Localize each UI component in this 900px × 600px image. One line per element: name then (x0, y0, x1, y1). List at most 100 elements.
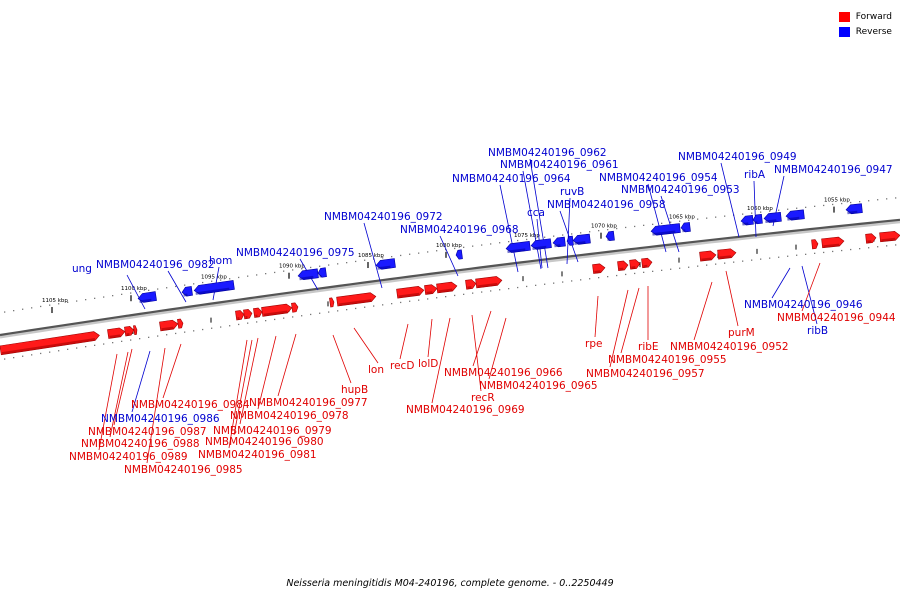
reverse-gene-arrow[interactable] (297, 268, 319, 281)
reverse-gene-arrow[interactable] (317, 267, 327, 278)
gene-label-nmbm04240196_0968[interactable]: NMBM04240196_0968 (400, 224, 519, 236)
label-connector (566, 197, 571, 265)
forward-gene-arrow[interactable] (235, 310, 245, 321)
forward-gene-arrow[interactable] (465, 279, 477, 290)
guide-dot (823, 204, 825, 207)
reverse-gene-arrow[interactable] (680, 222, 691, 233)
guide-dot (562, 234, 564, 236)
reverse-gene-arrow[interactable] (650, 223, 681, 236)
gene-label-cca[interactable]: cca (527, 207, 545, 219)
forward-gene-arrow[interactable] (107, 327, 126, 339)
forward-gene-arrow[interactable] (177, 318, 184, 329)
gene-label-nmbm04240196_0961[interactable]: NMBM04240196_0961 (500, 159, 619, 171)
gene-label-nmbm04240196_0972[interactable]: NMBM04240196_0972 (324, 211, 443, 223)
gene-label-nmbm04240196_0981[interactable]: NMBM04240196_0981 (198, 449, 317, 461)
forward-gene-arrow[interactable] (0, 331, 100, 356)
forward-gene-arrow[interactable] (261, 303, 293, 317)
gene-label-recr[interactable]: recR (471, 392, 495, 404)
gene-label-nmbm04240196_0980[interactable]: NMBM04240196_0980 (205, 436, 324, 448)
forward-gene-arrow[interactable] (865, 233, 877, 244)
gene-label-nmbm04240196_0978[interactable]: NMBM04240196_0978 (230, 410, 349, 422)
forward-gene-arrow[interactable] (641, 257, 653, 269)
gene-label-nmbm04240196_0966[interactable]: NMBM04240196_0966 (444, 367, 563, 379)
guide-dot (382, 304, 384, 306)
reverse-gene-arrow[interactable] (752, 214, 763, 225)
reverse-gene-arrow[interactable] (552, 236, 566, 248)
forward-gene-arrow[interactable] (629, 259, 641, 270)
gene-label-nmbm04240196_0982[interactable]: NMBM04240196_0982 (96, 259, 215, 271)
gene-label-riba[interactable]: ribA (744, 169, 766, 181)
gene-label-nmbm04240196_0962[interactable]: NMBM04240196_0962 (488, 147, 607, 159)
forward-gene-arrow[interactable] (879, 231, 900, 243)
gene-label-nmbm04240196_0986[interactable]: NMBM04240196_0986 (101, 413, 220, 425)
gene-label-nmbm04240196_0949[interactable]: NMBM04240196_0949 (678, 151, 797, 163)
guide-dot (112, 295, 114, 297)
forward-gene-arrow[interactable] (243, 309, 253, 320)
reverse-gene-arrow[interactable] (785, 209, 805, 221)
forward-gene-arrow[interactable] (821, 236, 845, 249)
reverse-gene-arrow[interactable] (375, 258, 396, 270)
gene-label-nmbm04240196_0964[interactable]: NMBM04240196_0964 (452, 173, 571, 185)
gene-label-nmbm04240196_0979[interactable]: NMBM04240196_0979 (213, 425, 332, 437)
gene-label-nmbm04240196_0984[interactable]: NMBM04240196_0984 (131, 399, 250, 411)
reverse-gene-arrow[interactable] (193, 280, 235, 295)
gene-label-ung[interactable]: ung (72, 263, 92, 275)
forward-gene-arrow[interactable] (699, 250, 717, 262)
gene-label-hom[interactable]: hom (209, 255, 232, 267)
gene-label-nmbm04240196_0985[interactable]: NMBM04240196_0985 (124, 464, 243, 476)
reverse-gene-arrow[interactable] (763, 211, 782, 223)
gene-label-nmbm04240196_0987[interactable]: NMBM04240196_0987 (88, 426, 207, 438)
gene-label-hupb[interactable]: hupB (341, 384, 368, 396)
gene-label-purm[interactable]: purM (728, 327, 755, 339)
reverse-gene-arrow[interactable] (740, 214, 754, 226)
reverse-gene-arrow[interactable] (566, 235, 574, 246)
forward-gene-arrow[interactable] (133, 325, 138, 336)
gene-label-nmbm04240196_0975[interactable]: NMBM04240196_0975 (236, 247, 355, 259)
gene-label-nmbm04240196_0955[interactable]: NMBM04240196_0955 (608, 354, 727, 366)
forward-gene-arrow[interactable] (424, 284, 438, 295)
forward-gene-arrow[interactable] (159, 319, 179, 332)
gene-label-lon[interactable]: lon (368, 364, 384, 376)
gene-label-nmbm04240196_0944[interactable]: NMBM04240196_0944 (777, 312, 896, 324)
reverse-gene-arrow[interactable] (181, 286, 193, 297)
forward-gene-arrow[interactable] (291, 302, 299, 313)
forward-gene-arrow[interactable] (811, 239, 819, 250)
gene-label-nmbm04240196_0965[interactable]: NMBM04240196_0965 (479, 380, 598, 392)
gene-label-lold[interactable]: lolD (418, 358, 438, 370)
gene-label-nmbm04240196_0952[interactable]: NMBM04240196_0952 (670, 341, 789, 353)
reverse-gene-arrow[interactable] (505, 240, 531, 254)
forward-gene-arrow[interactable] (475, 276, 503, 289)
gene-label-ruvb[interactable]: ruvB (560, 186, 584, 198)
gene-label-nmbm04240196_0946[interactable]: NMBM04240196_0946 (744, 299, 863, 311)
forward-gene-arrow[interactable] (717, 248, 737, 260)
gene-label-rpe[interactable]: rpe (585, 338, 602, 350)
gene-label-nmbm04240196_0989[interactable]: NMBM04240196_0989 (69, 451, 188, 463)
guide-dot (553, 235, 555, 237)
gene-label-ribe[interactable]: ribE (638, 341, 659, 353)
reverse-gene-arrow[interactable] (137, 291, 157, 304)
gene-label-nmbm04240196_0957[interactable]: NMBM04240196_0957 (586, 368, 705, 380)
gene-label-nmbm04240196_0988[interactable]: NMBM04240196_0988 (81, 438, 200, 450)
forward-gene-arrow[interactable] (336, 292, 377, 307)
gene-label-nmbm04240196_0958[interactable]: NMBM04240196_0958 (547, 199, 666, 211)
reverse-gene-arrow[interactable] (455, 249, 463, 260)
forward-gene-arrow[interactable] (253, 307, 263, 318)
gene-label-ribb[interactable]: ribB (807, 325, 828, 337)
gene-label-nmbm04240196_0953[interactable]: NMBM04240196_0953 (621, 184, 740, 196)
gene-label-nmbm04240196_0969[interactable]: NMBM04240196_0969 (406, 404, 525, 416)
gene-label-recd[interactable]: recD (390, 360, 414, 372)
forward-gene-arrow[interactable] (396, 286, 425, 299)
reverse-gene-arrow[interactable] (605, 230, 615, 241)
reverse-gene-arrow[interactable] (845, 203, 863, 215)
gene-label-nmbm04240196_0954[interactable]: NMBM04240196_0954 (599, 172, 718, 184)
forward-gene-arrow[interactable] (329, 297, 335, 308)
guide-dot (571, 280, 573, 282)
reverse-gene-arrow[interactable] (530, 238, 552, 250)
forward-gene-arrow[interactable] (592, 263, 606, 274)
forward-gene-arrow[interactable] (617, 260, 629, 271)
gene-label-nmbm04240196_0947[interactable]: NMBM04240196_0947 (774, 164, 893, 176)
forward-gene-arrow[interactable] (436, 281, 458, 294)
reverse-gene-arrow[interactable] (572, 233, 591, 245)
gene-label-nmbm04240196_0977[interactable]: NMBM04240196_0977 (249, 397, 368, 409)
forward-gene-arrow[interactable] (124, 326, 135, 337)
